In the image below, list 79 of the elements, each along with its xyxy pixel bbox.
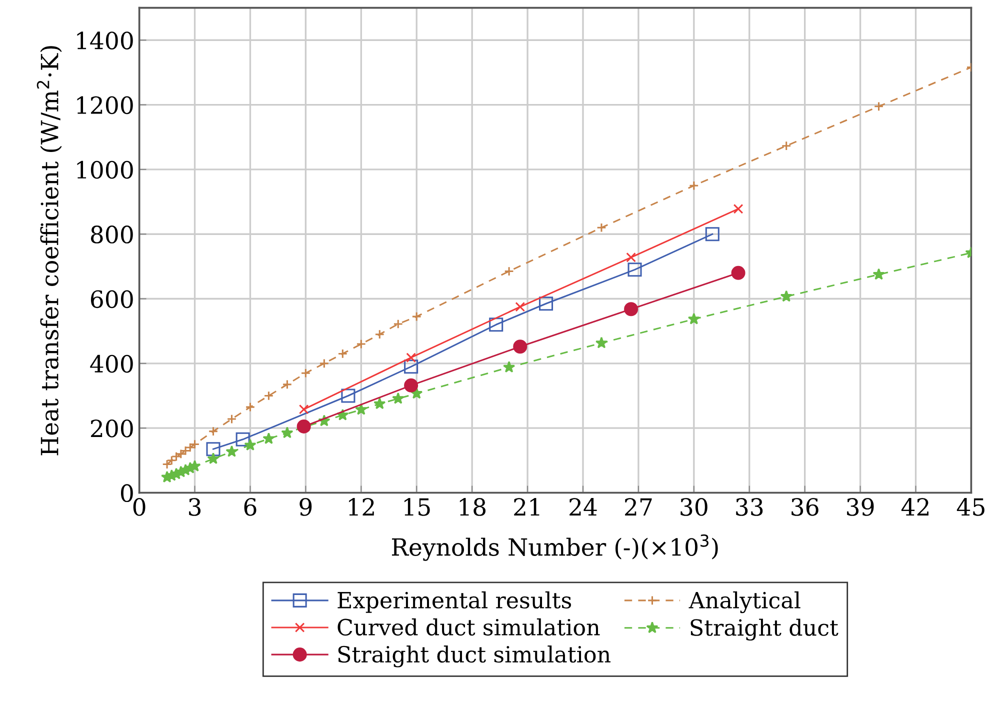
- point: [296, 419, 311, 434]
- y-tick-label: 1400: [77, 32, 133, 50]
- point: [874, 101, 884, 112]
- point: [281, 426, 294, 438]
- legend-label: Analytical: [688, 591, 800, 614]
- x-tick-label: 33: [736, 498, 763, 516]
- point: [412, 312, 422, 322]
- point: [355, 403, 368, 415]
- point: [374, 329, 385, 340]
- point: [780, 290, 792, 302]
- point: [513, 340, 528, 354]
- point: [733, 204, 744, 214]
- x-tick-label: 18: [460, 498, 486, 516]
- point: [282, 380, 292, 390]
- x-tick-label: 0: [133, 498, 146, 516]
- point: [872, 268, 885, 280]
- point: [504, 266, 514, 276]
- y-tick-label: 0: [120, 484, 133, 502]
- x-tick-label: 27: [625, 498, 652, 516]
- point: [404, 360, 418, 374]
- point: [392, 392, 404, 404]
- point: [781, 140, 792, 151]
- point: [356, 339, 366, 349]
- point: [628, 262, 642, 277]
- point: [300, 368, 311, 378]
- x-axis-title: Reynolds Number (-)(×10$^{3}$): [392, 534, 718, 561]
- x-tick-label: 6: [244, 498, 256, 516]
- x-tick-label: 15: [404, 498, 430, 516]
- point: [264, 390, 274, 401]
- point: [226, 445, 238, 457]
- point: [539, 296, 554, 311]
- x-tick-label: 36: [792, 498, 818, 516]
- legend-label: Experimental results: [338, 591, 572, 613]
- x-tick-label: 45: [956, 498, 984, 516]
- point: [596, 222, 606, 233]
- x-tick-label: 39: [847, 498, 874, 516]
- x-tick-label: 12: [349, 498, 374, 516]
- point: [515, 302, 526, 312]
- point: [298, 404, 309, 414]
- point: [688, 312, 700, 324]
- y-tick-label: 1200: [77, 96, 133, 114]
- point: [226, 414, 237, 424]
- point: [595, 336, 608, 348]
- point: [319, 358, 330, 368]
- legend-label: Straight duct: [690, 618, 838, 641]
- x-tick-label: 21: [514, 498, 540, 516]
- y-axis-title: Heat transfer coefficient (W/m$^{2}$·K): [36, 46, 62, 456]
- x-tick-label: 24: [570, 498, 597, 516]
- point: [731, 266, 746, 280]
- point: [705, 227, 720, 242]
- point: [262, 432, 275, 444]
- y-tick-label: 600: [90, 290, 133, 308]
- legend-label: Straight duct simulation: [338, 645, 610, 668]
- point: [624, 302, 638, 316]
- point: [489, 318, 504, 332]
- x-tick-label: 9: [300, 498, 312, 516]
- point: [341, 388, 356, 403]
- point: [208, 426, 218, 436]
- point: [688, 180, 699, 191]
- legend-label: Curved duct simulation: [338, 618, 600, 636]
- point: [338, 348, 348, 359]
- y-tick-label: 800: [90, 226, 133, 244]
- point: [245, 402, 256, 412]
- point: [393, 319, 404, 329]
- point: [236, 432, 250, 446]
- point: [206, 442, 220, 456]
- point: [626, 252, 636, 262]
- x-tick-label: 42: [901, 498, 928, 516]
- x-tick-label: 30: [680, 498, 708, 516]
- point: [244, 438, 256, 450]
- y-tick-label: 400: [90, 354, 133, 373]
- point: [374, 398, 386, 410]
- y-tick-label: 200: [90, 420, 133, 438]
- x-tick-label: 3: [189, 498, 201, 516]
- point: [207, 452, 220, 464]
- point: [502, 360, 516, 373]
- point: [404, 378, 418, 392]
- y-tick-label: 1000: [77, 160, 133, 179]
- point: [406, 352, 416, 363]
